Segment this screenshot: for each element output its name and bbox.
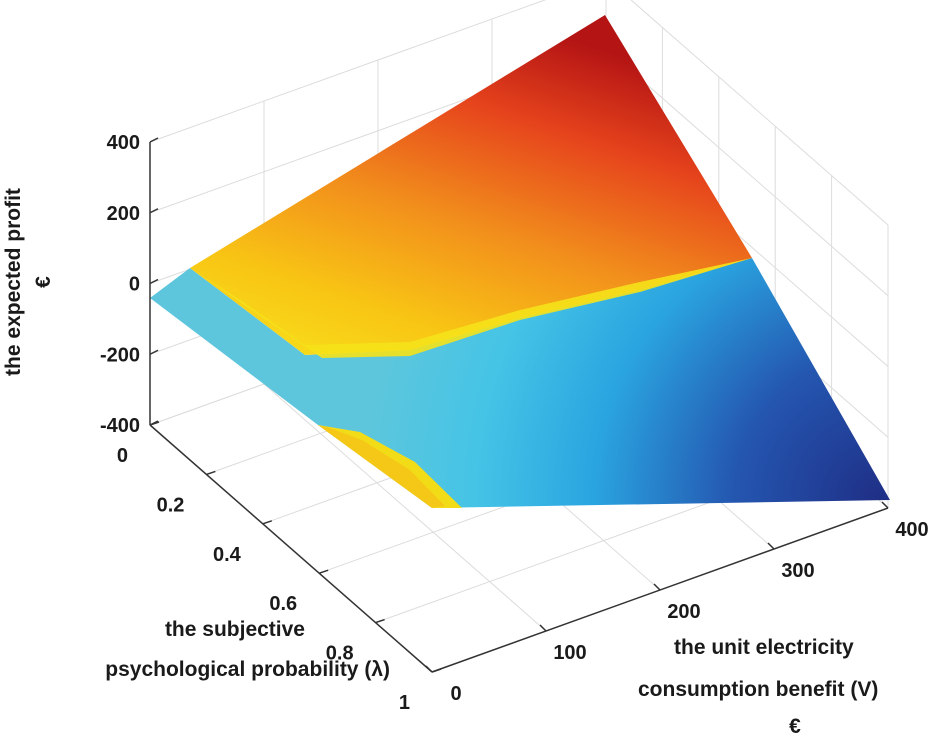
x-tick-mark bbox=[425, 665, 433, 673]
x-tick-mark bbox=[653, 583, 661, 591]
z-tick-label: -400 bbox=[100, 415, 140, 437]
x-tick-label: 100 bbox=[553, 642, 586, 664]
y-tick-mark bbox=[431, 668, 442, 673]
z-tick-mark bbox=[149, 137, 159, 143]
surface-warm-region bbox=[190, 15, 752, 355]
y-tick-label: 1 bbox=[399, 692, 410, 714]
y-tick-mark bbox=[375, 618, 385, 624]
z-tick-label: -200 bbox=[100, 344, 140, 366]
z-axis-title-line1: the expected profit bbox=[2, 188, 25, 376]
x-axis-title-line2: consumption benefit (V) bbox=[638, 678, 878, 701]
z-tick-label: 400 bbox=[107, 132, 140, 154]
surface-cool-region bbox=[150, 258, 890, 508]
y-axis-title-line2: psychological probability (λ) bbox=[105, 658, 390, 681]
back-wall-z-gridline bbox=[149, 0, 547, 143]
y-tick-label: 0 bbox=[117, 445, 128, 467]
z-tick-mark bbox=[149, 278, 159, 285]
x-tick-label: 400 bbox=[895, 519, 928, 541]
floor-x-gridline bbox=[263, 383, 547, 632]
z-tick-mark bbox=[149, 208, 159, 214]
z-tick-label: 200 bbox=[107, 203, 140, 225]
x-tick-label: 0 bbox=[450, 683, 461, 705]
y-tick-label: 0.2 bbox=[157, 494, 185, 516]
x-tick-label: 300 bbox=[781, 560, 814, 582]
y-axis-title-line1: the subjective bbox=[165, 618, 305, 641]
x-axis-title-line1: the unit electricity bbox=[674, 636, 854, 659]
y-tick-mark bbox=[318, 569, 329, 574]
y-tick-mark bbox=[149, 421, 160, 426]
axis-ticks: -400 -200 0 200 400 0 0.2 0.4 0.6 0.8 1 0 100 200 300 4… bbox=[100, 132, 929, 714]
y-tick-label: 0.4 bbox=[213, 544, 242, 566]
side-wall-z-gridline bbox=[605, 48, 889, 297]
z-tick-mark bbox=[149, 349, 159, 355]
x-tick-mark bbox=[539, 624, 547, 632]
y-tick-label: 0.8 bbox=[326, 643, 354, 665]
surface-lower-yellow-rim bbox=[318, 425, 445, 508]
y-tick-mark bbox=[206, 470, 216, 476]
z-axis-title-line2: € bbox=[32, 276, 55, 288]
z-tick-label: 0 bbox=[129, 274, 140, 296]
x-axis-title-line3: € bbox=[789, 715, 801, 738]
surface-plot bbox=[150, 15, 890, 508]
x-tick-mark bbox=[881, 501, 889, 509]
x-tick-mark bbox=[767, 542, 775, 550]
y-tick-mark bbox=[262, 520, 273, 525]
y-axis-line bbox=[149, 424, 433, 673]
y-tick-label: 0.6 bbox=[269, 593, 297, 615]
x-tick-label: 200 bbox=[667, 601, 700, 623]
side-wall-z-gridline bbox=[630, 0, 889, 226]
